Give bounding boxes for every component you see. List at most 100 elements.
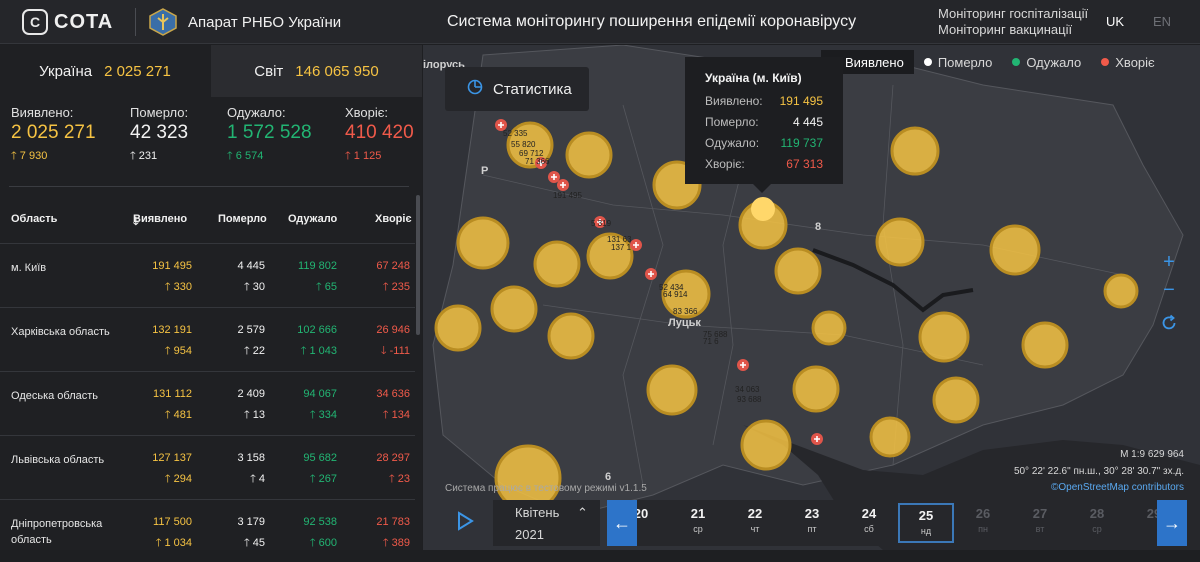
tab-ukraine[interactable]: Україна 2 025 271: [0, 45, 210, 97]
tooltip-title: Україна (м. Київ): [705, 71, 802, 85]
hospital-cross-icon[interactable]: [495, 119, 507, 131]
col-sick[interactable]: Хворіє: [375, 213, 412, 225]
table-row[interactable]: Львівська область 127 137 🡑 294 3 158 🡑 4 95 …: [0, 435, 415, 498]
arrow-up-icon: 🡑: [309, 537, 319, 549]
day-26[interactable]: 26 пн: [955, 503, 1011, 543]
day-weekday: пт: [807, 524, 817, 534]
region-bubble[interactable]: [1021, 321, 1069, 369]
hospital-cross-icon[interactable]: [594, 216, 606, 228]
region-bubble[interactable]: [565, 131, 613, 179]
hospital-cross-icon[interactable]: [548, 171, 560, 183]
statistics-button[interactable]: Статистика: [445, 67, 589, 111]
col-recovered[interactable]: Одужало: [288, 213, 338, 225]
region-bubble[interactable]: [646, 364, 698, 416]
tooltip-sick-label: Хворіє:: [705, 157, 745, 171]
cell-r: 94 067: [303, 388, 337, 400]
play-button[interactable]: [445, 500, 485, 546]
timeline-next-button[interactable]: →: [1157, 500, 1187, 546]
region-bubble[interactable]: [774, 247, 822, 295]
region-bubble[interactable]: [811, 310, 847, 346]
legend-dot-icon: [923, 58, 932, 66]
delta-value: 13: [252, 409, 265, 421]
day-22[interactable]: 22 чт: [727, 503, 783, 543]
day-24[interactable]: 24 сб: [841, 503, 897, 543]
region-bubble[interactable]: [989, 224, 1041, 276]
hospital-cross-icon[interactable]: [557, 179, 569, 191]
region-tooltip: Україна (м. Київ) Виявлено: 191 495 Помер…: [685, 57, 843, 184]
region-name: Харківська область: [11, 326, 110, 338]
region-bubble[interactable]: [490, 285, 538, 333]
month-label: Квітень: [515, 505, 560, 520]
hospitalization-link[interactable]: Моніторинг госпіталізації: [938, 6, 1089, 21]
region-bubble[interactable]: [533, 240, 581, 288]
hospital-cross-icon[interactable]: [645, 268, 657, 280]
hospital-cross-icon[interactable]: [535, 157, 547, 169]
hospital-cross-icon[interactable]: [630, 239, 642, 251]
region-bubble[interactable]: [875, 217, 925, 267]
timeline-prev-button[interactable]: ←: [607, 500, 637, 546]
legend-item[interactable]: Одужало: [1002, 50, 1091, 74]
lang-en-button[interactable]: EN: [1153, 14, 1172, 29]
cell-s: 34 636: [376, 388, 410, 400]
region-bubble[interactable]: [434, 304, 482, 352]
map-scale: М 1:9 629 964: [1120, 449, 1184, 460]
hospital-cross-icon[interactable]: [811, 433, 823, 445]
tab-world[interactable]: Світ 146 065 950: [211, 45, 422, 97]
table-row[interactable]: Одеська область 131 112 🡑 481 2 409 🡑 13 94 0…: [0, 371, 415, 434]
region-bubble[interactable]: [890, 126, 940, 176]
legend-item[interactable]: Хворіє: [1091, 50, 1164, 74]
osm-attribution-link[interactable]: ©OpenStreetMap contributors: [1051, 482, 1184, 493]
day-25[interactable]: 25 нд: [898, 503, 954, 543]
region-bubble[interactable]: [869, 416, 911, 458]
cell-s-delta: 🡑 134: [340, 406, 410, 425]
legend-label: Виявлено: [845, 54, 904, 70]
table-row[interactable]: Харківська область 132 191 🡑 954 2 579 🡑 22 1…: [0, 307, 415, 370]
region-bubble[interactable]: [456, 216, 510, 270]
region-bubble[interactable]: [740, 419, 792, 471]
tooltip-recovered-value: 119 737: [780, 136, 824, 150]
rnbo-link[interactable]: Апарат РНБО України: [148, 8, 341, 36]
day-21[interactable]: 21 ср: [670, 503, 726, 543]
region-bubble[interactable]: [918, 311, 970, 363]
day-20[interactable]: 20: [637, 503, 669, 543]
day-28[interactable]: 28 ср: [1069, 503, 1125, 543]
cell-d: 117 500: [153, 516, 192, 528]
total-sick-delta: 🡑 1 125: [345, 150, 382, 162]
total-sick: Хворіє: 410 420 🡑 1 125: [345, 105, 414, 166]
region-bubble[interactable]: [1103, 273, 1139, 309]
table-row[interactable]: м. Київ 191 495 🡑 330 4 445 🡑 30 119 802 🡑 65 6…: [0, 243, 415, 306]
delta-value: 23: [397, 473, 410, 485]
day-number: 24: [861, 506, 877, 521]
table-row[interactable]: Дніпропетровська область 117 500 🡑 1 034 3 …: [0, 499, 415, 562]
map[interactable]: ілорусь Р Луцьк 8 6 52 335 55 820 69 712 71 366 1…: [423, 45, 1200, 550]
day-weekday: вт: [1035, 524, 1045, 534]
col-region[interactable]: Область: [11, 213, 58, 225]
kyiv-bubble[interactable]: [751, 197, 775, 221]
panel-scrollbar[interactable]: [416, 195, 420, 335]
hospital-cross-icon[interactable]: [737, 359, 749, 371]
month-selector[interactable]: Квітень ⌃ 2021: [493, 500, 600, 546]
region-bubble[interactable]: [586, 232, 634, 280]
legend-item[interactable]: Померло: [914, 50, 1003, 74]
cell-d-delta: 🡑 1 034: [122, 534, 192, 553]
day-29[interactable]: 29: [1126, 503, 1157, 543]
region-bubble[interactable]: [547, 312, 595, 360]
total-recovered: Одужало: 1 572 528 🡑 6 574: [227, 105, 312, 166]
region-bubble[interactable]: [932, 376, 980, 424]
cell-d-delta: 🡑 294: [122, 470, 192, 489]
cota-logo[interactable]: C COTA: [22, 9, 113, 35]
day-23[interactable]: 23 пт: [784, 503, 840, 543]
zoom-out-button[interactable]: −: [1157, 277, 1181, 303]
col-died[interactable]: Померло: [218, 213, 267, 225]
refresh-icon: [1160, 314, 1178, 338]
lang-uk-button[interactable]: UK: [1106, 14, 1125, 29]
cluster-value-label: 71 6: [703, 337, 719, 346]
reset-view-button[interactable]: [1157, 313, 1181, 339]
delta-value: 4: [258, 473, 265, 485]
region-bubble[interactable]: [792, 365, 840, 413]
day-27[interactable]: 27 вт: [1012, 503, 1068, 543]
region-bubble[interactable]: [506, 121, 554, 169]
vaccination-link[interactable]: Моніторинг вакцинації: [938, 22, 1073, 37]
region-bubble[interactable]: [661, 269, 711, 319]
zoom-in-button[interactable]: +: [1157, 249, 1181, 275]
